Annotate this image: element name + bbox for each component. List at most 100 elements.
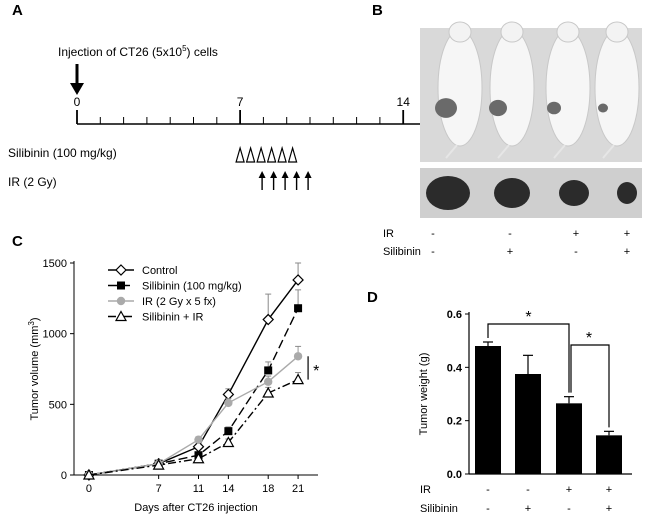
volume-y-axis-label: Tumor volume (mm3) bbox=[27, 317, 41, 420]
volume-x-tick-label: 0 bbox=[86, 483, 92, 495]
significance-star: * bbox=[313, 363, 319, 380]
ir-dose-arrow-head bbox=[293, 171, 301, 178]
significance-bracket-1 bbox=[487, 323, 570, 393]
silibinin-schedule-label: Silibinin (100 mg/kg) bbox=[8, 146, 117, 160]
data-point bbox=[262, 313, 275, 326]
data-point bbox=[292, 274, 304, 286]
timeline-tick-label: 14 bbox=[397, 95, 411, 109]
data-point bbox=[117, 281, 125, 290]
silibinin-dose-icon bbox=[245, 145, 256, 163]
weight-y-tick-label: 0.6 bbox=[447, 309, 462, 321]
series-3 bbox=[82, 372, 305, 480]
weight-y-tick-label: 0.2 bbox=[447, 416, 462, 428]
weight-y-tick-label: 0.4 bbox=[447, 362, 463, 374]
legend-label: Control bbox=[142, 265, 177, 277]
panel-label-b: B bbox=[372, 2, 383, 19]
legend-label: Silibinin + IR bbox=[142, 312, 204, 324]
weight-y-tick-label: 0.0 bbox=[447, 469, 462, 481]
weight-silibinin-label: Silibinin bbox=[420, 503, 458, 515]
mouse-head bbox=[448, 21, 472, 43]
silibinin-dose-icon bbox=[235, 145, 245, 163]
timeline-tick-label: 7 bbox=[237, 95, 244, 109]
volume-x-tick-label: 21 bbox=[292, 483, 304, 495]
data-point bbox=[264, 366, 273, 375]
tumor-on-mouse bbox=[489, 99, 507, 117]
data-point bbox=[294, 304, 303, 313]
excised-tumor bbox=[426, 176, 470, 210]
tumor-on-mouse bbox=[435, 98, 457, 118]
volume-x-axis-label: Days after CT26 injection bbox=[134, 502, 258, 514]
weight-ir-sign: + bbox=[606, 484, 612, 496]
tumor-on-mouse bbox=[598, 103, 608, 113]
ir-schedule-label: IR (2 Gy) bbox=[8, 175, 57, 189]
silibinin-dose-icon bbox=[287, 145, 298, 163]
data-point bbox=[152, 458, 165, 470]
volume-y-tick-label: 0 bbox=[61, 470, 67, 482]
excised-tumor bbox=[494, 178, 530, 208]
weight-ir-sign: - bbox=[486, 484, 490, 496]
ir-dose-arrow-head bbox=[258, 171, 266, 178]
data-point bbox=[293, 352, 303, 361]
photo-ir-sign: + bbox=[573, 228, 579, 240]
tumor-on-mouse bbox=[547, 101, 561, 115]
ir-dose-arrow-head bbox=[281, 171, 289, 178]
photo-ir-sign: - bbox=[431, 228, 435, 240]
data-point bbox=[264, 377, 273, 386]
weight-ir-sign: + bbox=[566, 484, 572, 496]
legend-label: IR (2 Gy x 5 fx) bbox=[142, 296, 216, 308]
data-point bbox=[224, 427, 233, 436]
volume-x-tick-label: 18 bbox=[262, 483, 274, 495]
injection-arrow-head bbox=[70, 83, 84, 95]
photo-silibinin-sign: + bbox=[507, 246, 513, 258]
mouse-tail bbox=[553, 144, 566, 159]
timeline-tick-label: 0 bbox=[74, 95, 81, 109]
data-point bbox=[82, 468, 95, 480]
weight-silibinin-sign: - bbox=[486, 503, 490, 515]
volume-x-tick-label: 7 bbox=[156, 483, 162, 495]
significance-bracket-2 bbox=[570, 344, 610, 428]
photo-silibinin-label: Silibinin bbox=[383, 246, 421, 258]
data-point bbox=[194, 435, 203, 444]
data-point bbox=[116, 296, 126, 306]
photo-ir-label: IR bbox=[383, 228, 394, 240]
excised-tumor bbox=[559, 180, 589, 206]
mouse-head bbox=[500, 21, 524, 43]
data-point bbox=[192, 452, 205, 464]
silibinin-dose-icon bbox=[256, 145, 266, 163]
photo-ir-sign: + bbox=[624, 228, 630, 240]
weight-silibinin-sign: - bbox=[567, 503, 571, 515]
weight-bar bbox=[556, 403, 582, 474]
significance-star-1: * bbox=[525, 309, 531, 326]
photo-silibinin-sign: - bbox=[574, 246, 578, 258]
volume-x-tick-label: 14 bbox=[222, 483, 234, 495]
weight-silibinin-sign: + bbox=[606, 503, 612, 515]
silibinin-dose-icon bbox=[277, 145, 287, 163]
data-point bbox=[292, 373, 305, 385]
volume-y-tick-label: 500 bbox=[49, 399, 67, 411]
mouse-tail bbox=[602, 144, 615, 159]
significance-star-2: * bbox=[586, 330, 592, 347]
data-point bbox=[224, 398, 233, 408]
mouse-head bbox=[605, 21, 629, 43]
weight-ir-sign: - bbox=[526, 484, 530, 496]
weight-silibinin-sign: + bbox=[525, 503, 531, 515]
weight-bar bbox=[515, 374, 541, 474]
series-line bbox=[88, 355, 299, 476]
data-point bbox=[114, 310, 128, 322]
weight-bar bbox=[475, 346, 501, 474]
series-line bbox=[88, 378, 299, 476]
ir-dose-arrow-head bbox=[304, 171, 312, 178]
panel-label-d: D bbox=[367, 289, 378, 306]
photo-silibinin-sign: - bbox=[431, 246, 435, 258]
weight-y-axis-label: Tumor weight (g) bbox=[418, 353, 430, 436]
data-point bbox=[115, 264, 127, 276]
panel-label-c: C bbox=[12, 233, 23, 250]
ir-dose-arrow-head bbox=[270, 171, 278, 178]
mouse-tail bbox=[445, 144, 458, 159]
volume-y-tick-label: 1500 bbox=[43, 258, 67, 270]
volume-x-tick-label: 11 bbox=[193, 483, 204, 495]
photo-ir-sign: - bbox=[508, 228, 512, 240]
legend-label: Silibinin (100 mg/kg) bbox=[142, 281, 242, 293]
